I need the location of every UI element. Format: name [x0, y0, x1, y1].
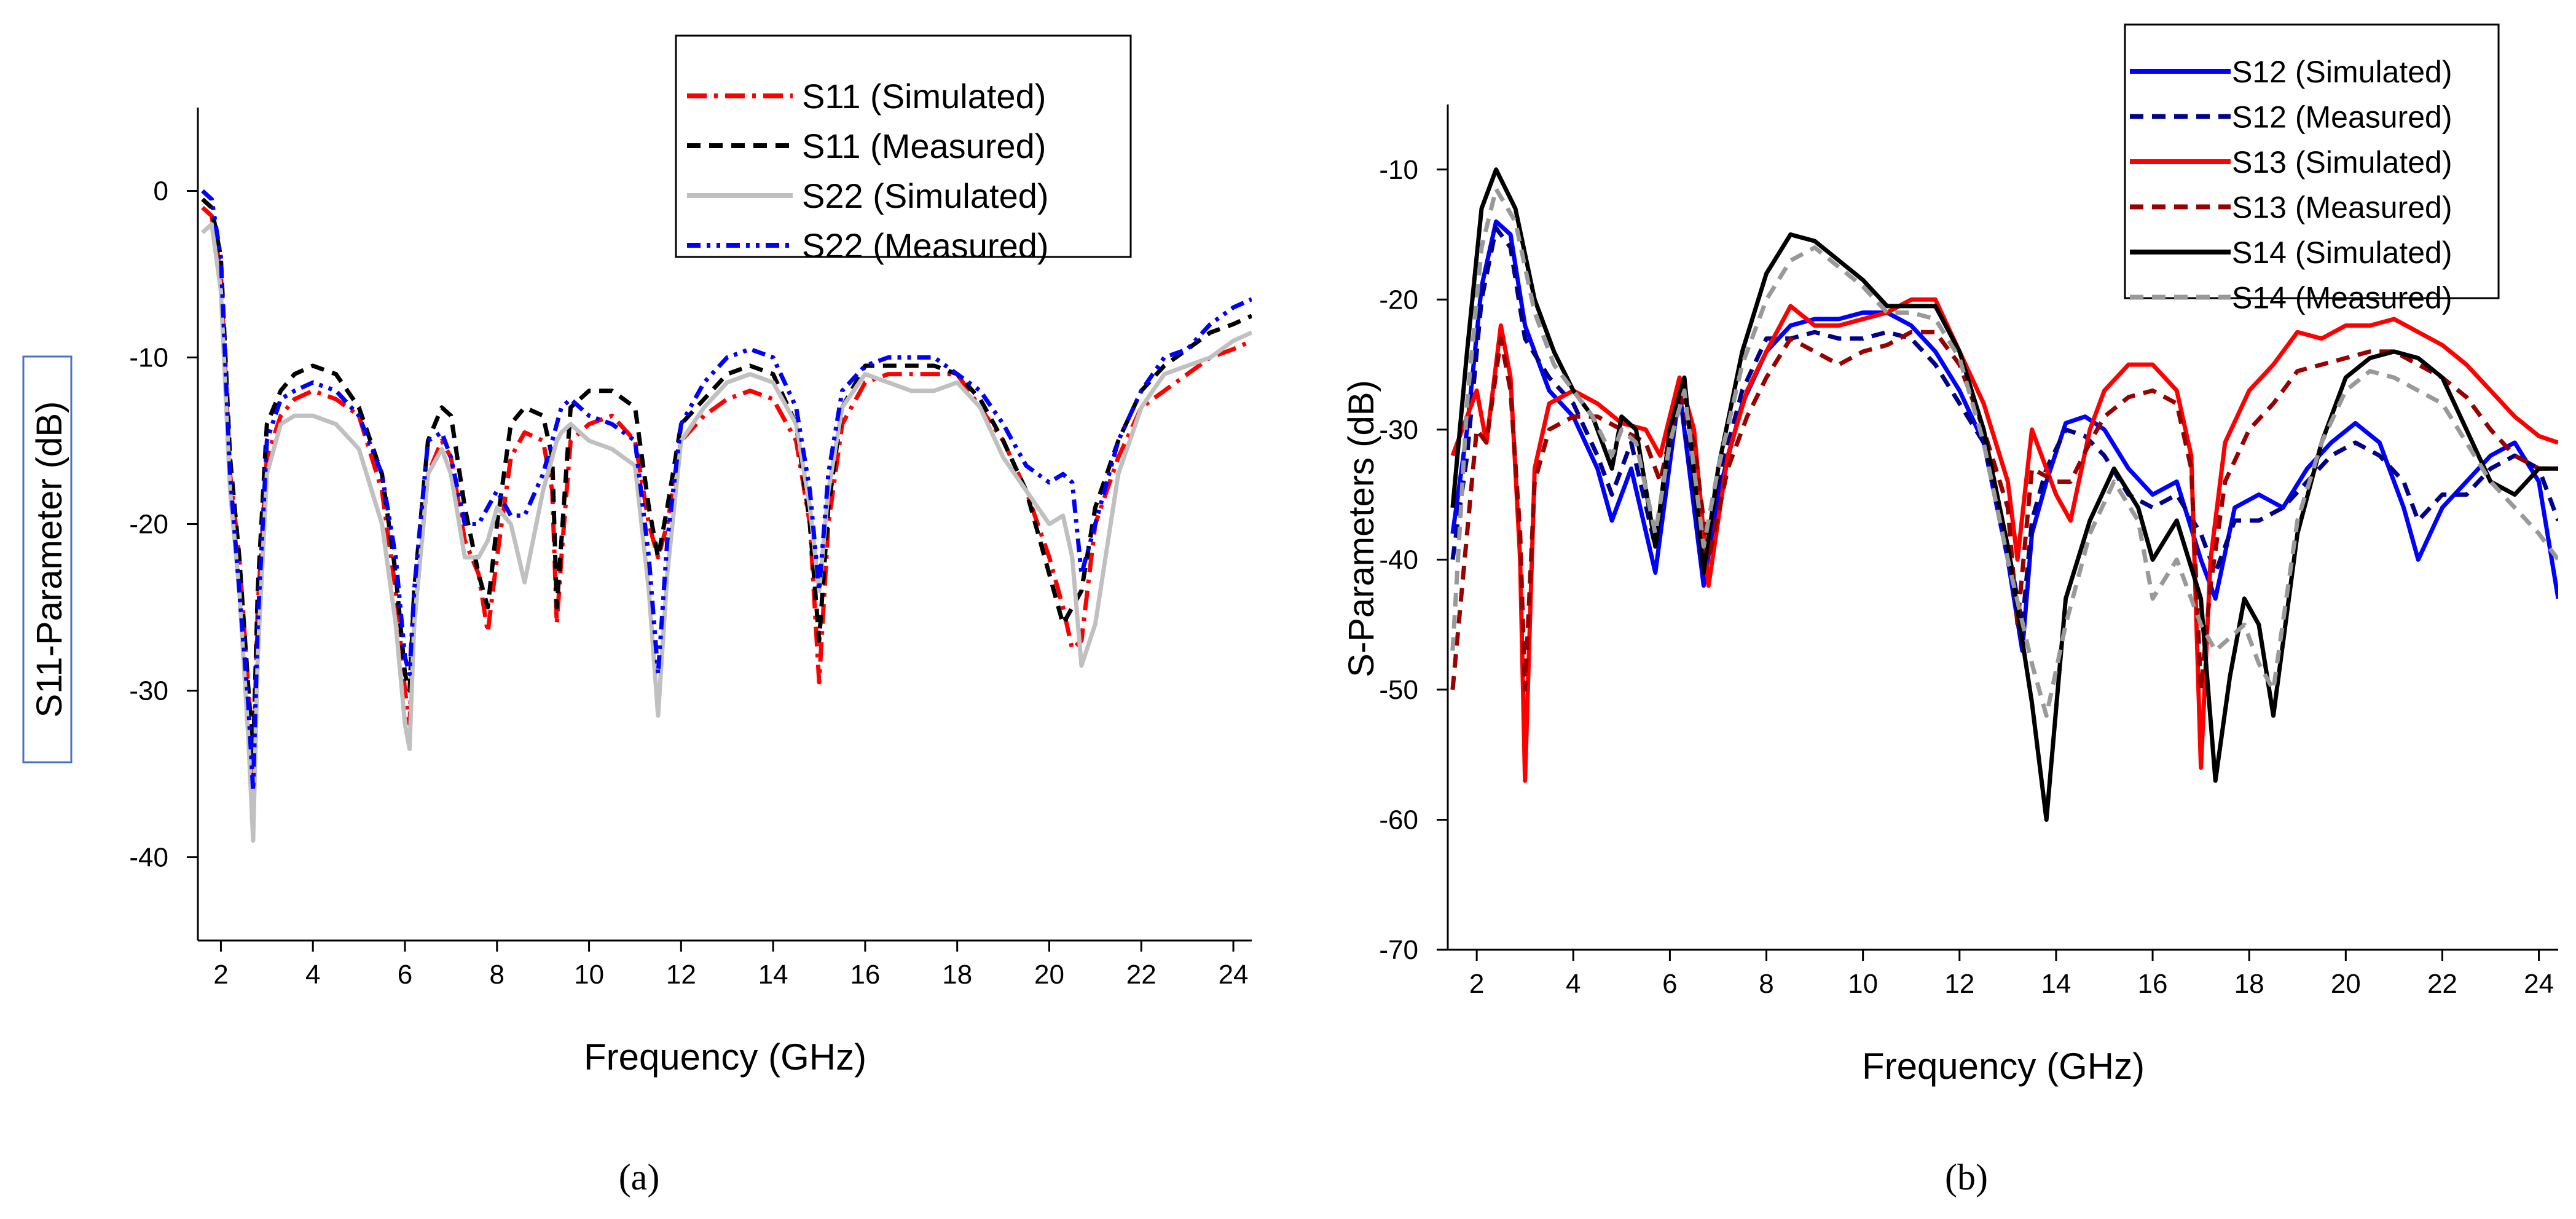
panel-b-x-tick-label: 20 [2331, 969, 2361, 999]
panel-a-series [201, 189, 1252, 843]
panel-a-y-tick-label: -10 [129, 343, 168, 373]
panel-a-caption: (a) [619, 1157, 660, 1197]
panel-b-series-line-s14-measured [1450, 187, 2558, 718]
panel-a-legend: S11 (Simulated) S11 (Measured) S22 (Simula… [675, 34, 1132, 265]
panel-b-caption: (b) [1945, 1157, 1988, 1197]
panel-b-series-line-s13-simulated [1450, 297, 2558, 783]
panel-b-series [1450, 167, 2558, 822]
panel-a-x-tick-label: 12 [666, 960, 696, 990]
panel-a-x-tick-label: 14 [758, 960, 788, 990]
panel-a-legend-box [675, 34, 1132, 258]
panel-a-x-tick-label: 16 [850, 960, 880, 990]
panel-b-x-tick-label: 8 [1759, 969, 1773, 999]
panel-b-x-tick-label: 16 [2138, 969, 2168, 999]
panel-a-series-line-s11-measured [201, 197, 1252, 760]
panel-b-x-tick-label: 18 [2234, 969, 2264, 999]
panel-b-legend-label: S14 (Simulated) [2232, 235, 2452, 270]
panel-a-x-tick-label: 10 [574, 960, 604, 990]
panel-b-y-tick-label: -50 [1379, 675, 1418, 705]
panel-a: 2 4 6 8 10 12 14 16 18 20 22 240-10-20-30-40 Freque… [22, 34, 1252, 1197]
panel-a-y-tick-label: -40 [129, 843, 168, 873]
panel-b-legend-label: S12 (Simulated) [2232, 55, 2452, 89]
panel-a-series-line-s22-simulated [201, 222, 1252, 843]
panel-a-y-tick-label: 0 [154, 176, 168, 207]
panel-a-x-axis-label: Frequency (GHz) [584, 1036, 866, 1078]
panel-b-legend-label: S12 (Measured) [2232, 100, 2452, 135]
panel-b-y-tick-label: -60 [1379, 805, 1418, 835]
panel-a-legend-label: S11 (Simulated) [802, 77, 1046, 116]
panel-b-x-tick-label: 24 [2524, 969, 2554, 999]
panel-a-x-tick-label: 4 [305, 960, 320, 990]
panel-a-legend-label: S22 (Simulated) [802, 176, 1049, 215]
panel-a-x-tick-label: 22 [1126, 960, 1156, 990]
panel-a-legend-label: S11 (Measured) [802, 127, 1046, 165]
panel-a-x-tick-label: 8 [490, 960, 505, 990]
panel-b-x-tick-label: 4 [1566, 969, 1581, 999]
panel-b-ticks: 2 4 6 8 10 12 14 16 18 20 22 24-10-20-30-40-50-60-7… [1379, 155, 2554, 999]
panel-b-x-tick-label: 10 [1848, 969, 1878, 999]
panel-a-y-tick-label: -30 [129, 676, 168, 706]
panel-b-series-line-s13-measured [1450, 329, 2558, 692]
panel-a-y-tick-label: -20 [129, 510, 168, 540]
panel-a-series-line-s11-simulated [201, 205, 1252, 776]
panel-b-x-tick-label: 12 [1944, 969, 1974, 999]
panel-a-ticks: 2 4 6 8 10 12 14 16 18 20 22 240-10-20-30-40 [129, 176, 1248, 990]
panel-b: 2 4 6 8 10 12 14 16 18 20 22 24-10-20-30-40-50-60-7… [1341, 23, 2558, 1197]
panel-b-x-tick-label: 6 [1662, 969, 1677, 999]
panel-b-legend-label: S14 (Measured) [2232, 281, 2452, 315]
panel-a-x-tick-label: 24 [1219, 960, 1249, 990]
panel-b-x-tick-label: 22 [2427, 969, 2457, 999]
panel-a-x-tick-label: 20 [1034, 960, 1064, 990]
panel-a-x-tick-label: 2 [213, 960, 228, 990]
panel-b-y-tick-label: -20 [1379, 285, 1418, 315]
panel-b-x-tick-label: 2 [1469, 969, 1484, 999]
panel-a-series-line-s22-measured [201, 189, 1252, 793]
panel-b-legend-label: S13 (Simulated) [2232, 145, 2452, 179]
panel-a-x-tick-label: 18 [942, 960, 972, 990]
panel-b-y-tick-label: -40 [1379, 545, 1418, 575]
panel-b-y-tick-label: -30 [1379, 415, 1418, 445]
panel-b-x-axis-label: Frequency (GHz) [1862, 1046, 2145, 1087]
panel-b-legend-label: S13 (Measured) [2232, 191, 2452, 225]
panel-b-legend: S12 (Simulated) S12 (Measured) S13 (Simula… [2124, 23, 2500, 315]
panel-a-legend-label: S22 (Measured) [802, 226, 1049, 265]
panel-a-x-tick-label: 6 [398, 960, 412, 990]
panel-b-x-tick-label: 14 [2041, 969, 2071, 999]
panel-a-y-axis-label: S11-Parameter (dB) [29, 401, 69, 718]
panel-a-y-axis-label-box [22, 355, 73, 763]
panel-b-y-axis-label: S-Parameters (dB) [1341, 380, 1381, 677]
panel-b-y-tick-label: -70 [1379, 935, 1418, 965]
panel-b-y-tick-label: -10 [1379, 155, 1418, 185]
panel-b-series-line-s14-simulated [1450, 167, 2558, 822]
